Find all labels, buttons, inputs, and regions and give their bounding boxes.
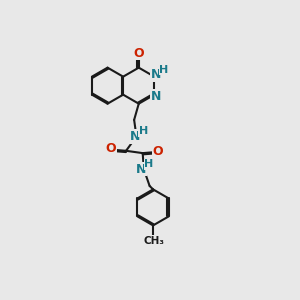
- Text: H: H: [139, 126, 148, 136]
- Text: H: H: [144, 159, 154, 169]
- Text: N: N: [151, 90, 161, 103]
- Text: N: N: [130, 130, 140, 143]
- Text: N: N: [151, 68, 161, 81]
- Text: O: O: [105, 142, 116, 155]
- Text: CH₃: CH₃: [143, 236, 164, 246]
- Text: N: N: [136, 163, 146, 176]
- Text: O: O: [153, 145, 164, 158]
- Text: H: H: [159, 65, 169, 75]
- Text: O: O: [134, 46, 144, 60]
